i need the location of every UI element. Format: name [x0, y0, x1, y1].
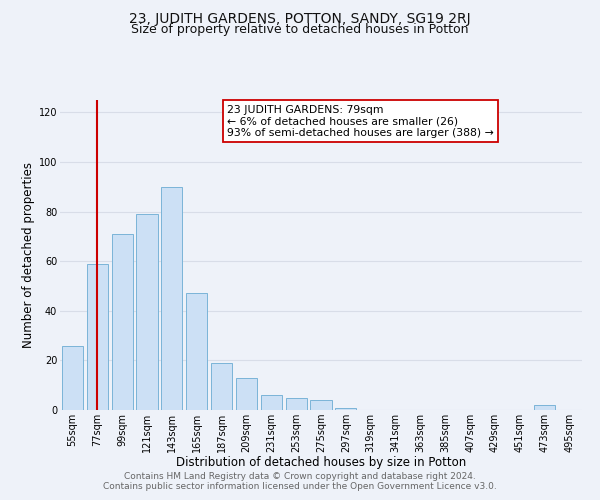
Y-axis label: Number of detached properties: Number of detached properties [22, 162, 35, 348]
Bar [286, 398, 307, 410]
Bar [534, 405, 555, 410]
Text: Size of property relative to detached houses in Potton: Size of property relative to detached ho… [131, 22, 469, 36]
Bar [236, 378, 257, 410]
Bar [87, 264, 108, 410]
Text: 23 JUDITH GARDENS: 79sqm
← 6% of detached houses are smaller (26)
93% of semi-de: 23 JUDITH GARDENS: 79sqm ← 6% of detache… [227, 104, 494, 138]
Text: Contains public sector information licensed under the Open Government Licence v3: Contains public sector information licen… [103, 482, 497, 491]
Bar [161, 187, 182, 410]
Text: 23, JUDITH GARDENS, POTTON, SANDY, SG19 2RJ: 23, JUDITH GARDENS, POTTON, SANDY, SG19 … [129, 12, 471, 26]
Bar [112, 234, 133, 410]
Text: Contains HM Land Registry data © Crown copyright and database right 2024.: Contains HM Land Registry data © Crown c… [124, 472, 476, 481]
Bar [136, 214, 158, 410]
Bar [186, 294, 207, 410]
X-axis label: Distribution of detached houses by size in Potton: Distribution of detached houses by size … [176, 456, 466, 469]
Bar [211, 363, 232, 410]
Bar [310, 400, 332, 410]
Bar [335, 408, 356, 410]
Bar [261, 395, 282, 410]
Bar [62, 346, 83, 410]
